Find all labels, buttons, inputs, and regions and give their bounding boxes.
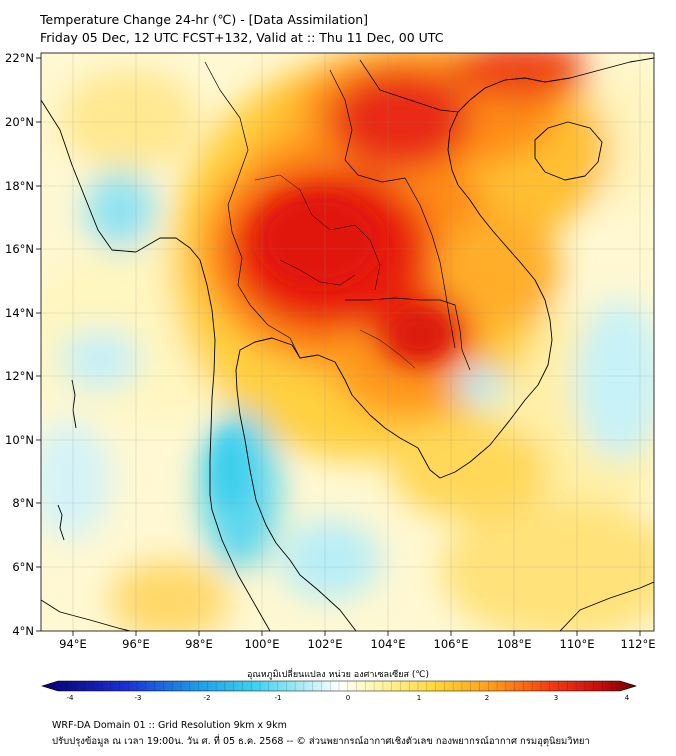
colorbar-tick-m1: -1 — [275, 694, 282, 700]
colorbar-tick-m3: -3 — [135, 694, 142, 700]
colorbar-tick-m4: -4 — [67, 694, 75, 700]
core-cool-1 — [212, 430, 248, 510]
field-cores — [212, 195, 450, 510]
footer-credit: ปรับปรุงข้อมูล ณ เวลา 19:00น. วัน ศ. ที่… — [52, 736, 590, 747]
border-myanmar-thailand — [204, 61, 301, 359]
blob-cool-gulf-south — [280, 520, 380, 600]
blob-warm-northwest — [60, 70, 200, 170]
lat-label-20: 20°N — [5, 115, 34, 129]
nicobar-islands — [57, 504, 65, 541]
lat-label-4: 4°N — [12, 624, 34, 638]
lon-label-102: 102°E — [308, 637, 343, 651]
lat-label-14: 14°N — [5, 306, 34, 320]
gulf-of-thailand-coast — [235, 337, 419, 631]
lon-label-100: 100°E — [245, 637, 280, 651]
province-lines-2 — [279, 259, 356, 286]
map-frame — [40, 52, 655, 632]
core-red-1 — [260, 195, 380, 285]
colorbar: -4 -3 -2 -1 0 1 2 3 4 — [40, 680, 638, 700]
colorbar-tick-labels: -4 -3 -2 -1 0 1 2 3 4 — [67, 694, 630, 700]
lat-label-8: 8°N — [12, 496, 34, 510]
blob-cool-andaman-north — [85, 170, 155, 250]
blob-orange-laos — [440, 210, 560, 330]
colorbar-tick-3: 3 — [554, 694, 558, 700]
border-laos-china — [359, 59, 459, 113]
colorbar-tick-1: 1 — [417, 694, 421, 700]
lon-label-96: 96°E — [122, 637, 150, 651]
longitude-labels: 94°E 96°E 98°E 100°E 102°E 104°E 106°E 1… — [59, 637, 655, 651]
blob-red-north — [330, 70, 470, 170]
latitude-labels: 22°N 20°N 18°N 16°N 14°N 12°N 10°N 8°N 6… — [5, 51, 34, 638]
graticule — [41, 53, 654, 631]
blob-cool-andaman-mid — [60, 330, 140, 390]
lat-label-16: 16°N — [5, 242, 34, 256]
lon-label-112: 112°E — [621, 637, 656, 651]
footer-model-info: WRF-DA Domain 01 :: Grid Resolution 9km … — [52, 720, 287, 731]
lon-label-110: 110°E — [560, 637, 595, 651]
province-lines-1 — [254, 174, 381, 291]
lat-label-6: 6°N — [12, 560, 34, 574]
blob-cool-scs — [575, 300, 654, 460]
lat-label-22: 22°N — [5, 51, 34, 65]
coastlines — [41, 57, 654, 631]
colorbar-segments — [66, 681, 612, 691]
borneo-coast — [559, 581, 654, 631]
colorbar-title: อุณหภูมิเปลี่ยนแปลง หน่วย องศาเซลเซียส (… — [246, 670, 430, 680]
temperature-field — [41, 53, 654, 631]
lon-label-98: 98°E — [185, 637, 213, 651]
province-lines-3 — [359, 329, 416, 369]
border-laos-thailand — [329, 69, 456, 349]
lon-label-104: 104°E — [371, 637, 406, 651]
blob-warm-southwest — [110, 560, 230, 631]
map-title: Temperature Change 24-hr (℃) - [Data Ass… — [40, 12, 369, 27]
temperature-change-map: 22°N 20°N 18°N 16°N 14°N 12°N 10°N 8°N 6… — [5, 51, 655, 700]
blob-cool-mekong-delta — [455, 365, 505, 405]
colorbar-tick-0: 0 — [346, 694, 350, 700]
border-cambodia — [345, 297, 471, 371]
blob-yellow-mekong — [390, 420, 550, 520]
hainan-island — [534, 121, 603, 181]
sumatra-coast — [41, 599, 131, 631]
core-red-2 — [390, 310, 450, 360]
vietnam-coast — [417, 99, 553, 479]
blob-cool-sw — [41, 420, 110, 540]
lon-label-94: 94°E — [59, 637, 87, 651]
axis-ticks — [36, 57, 641, 636]
peninsula-west-coast — [211, 509, 271, 631]
map-subtitle: Friday 05 Dec, 12 UTC FCST+132, Valid at… — [40, 30, 444, 45]
colorbar-tick-4: 4 — [625, 694, 630, 700]
lat-label-12: 12°N — [5, 369, 34, 383]
lat-label-18: 18°N — [5, 179, 34, 193]
lat-label-10: 10°N — [5, 433, 34, 447]
andaman-islands — [71, 379, 77, 429]
lon-label-106: 106°E — [434, 637, 469, 651]
china-coast — [469, 57, 654, 101]
myanmar-coast — [41, 99, 216, 511]
blob-warm-southeast — [440, 500, 654, 631]
colorbar-bar — [40, 680, 638, 692]
blob-red-northeast — [450, 53, 590, 100]
colorbar-tick-m2: -2 — [204, 694, 211, 700]
lon-label-108: 108°E — [497, 637, 532, 651]
colorbar-tick-2: 2 — [485, 694, 489, 700]
